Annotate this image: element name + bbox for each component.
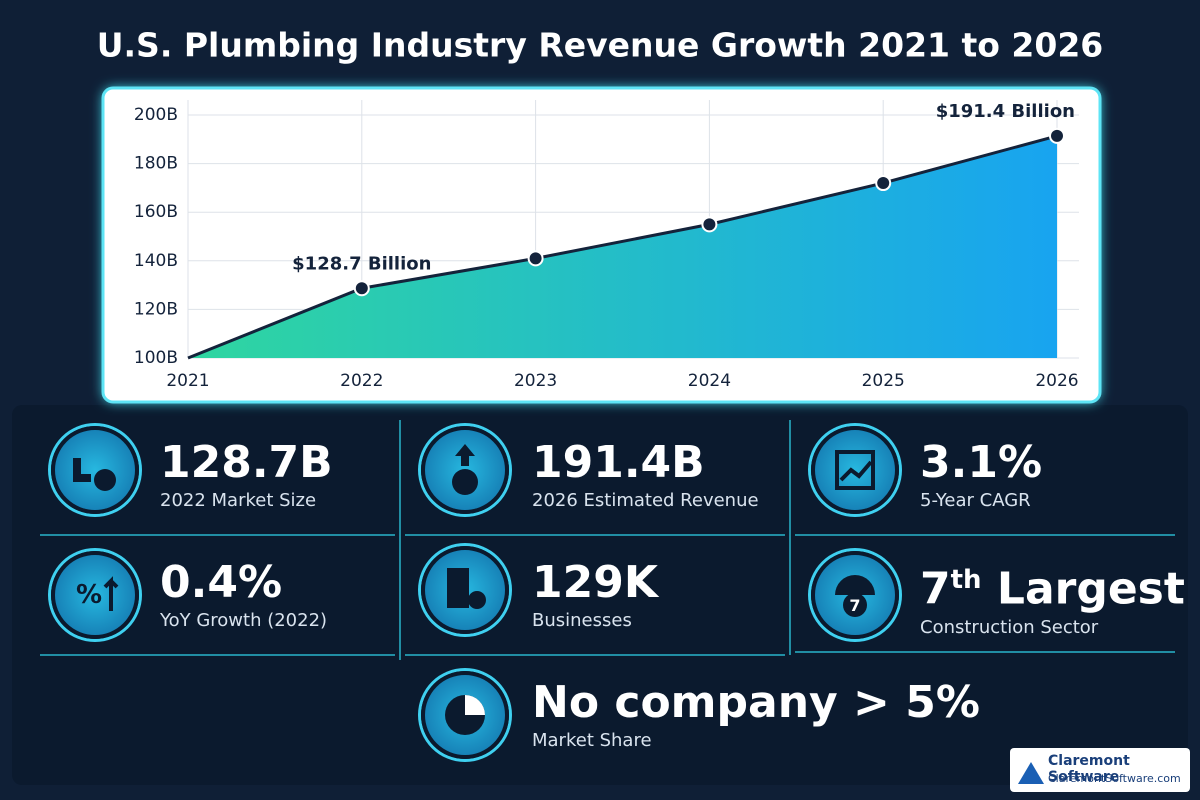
brand-url: ClaremontSoftware.com [1048,772,1181,785]
stat-value: 129K [532,557,658,608]
stat-label: Construction Sector [920,616,1099,638]
stats-panel [12,405,1188,785]
stat-label: Businesses [532,610,632,631]
value-label: $191.4 Billion [936,101,1075,122]
x-tick-label: 2026 [1035,371,1078,391]
value-label: $128.7 Billion [292,253,431,274]
x-tick-label: 2023 [514,371,557,391]
brand-logo [1018,762,1044,784]
plot: 100B 120B 140B 160B 180B 200B 2021 2022 2023 2024… [134,100,1079,391]
icon-pie [421,671,509,759]
stat: 129K Businesses [532,557,658,632]
stat-label: Market Share [532,730,652,751]
branding: Claremont Software ClaremontSoftware.com [1010,748,1190,792]
area [188,135,1057,358]
icon-growth [811,426,899,514]
stat-value-rest: Largest [996,563,1185,615]
y-tick-label: 120B [134,299,178,319]
icon-revenue [421,426,509,514]
stat-value-number: 7 [920,563,951,615]
y-tick-label: 180B [134,154,178,174]
stat: 0.4% YoY Growth (2022) [160,557,328,632]
y-tick-label: 200B [134,105,178,125]
stat-value: 128.7B [160,437,333,488]
y-tick-label: 160B [134,202,178,222]
stat-label: YoY Growth (2022) [160,610,328,631]
svg-text:%: % [76,580,102,610]
stat-value: 0.4% [160,557,283,608]
stat: 191.4B 2026 Estimated Revenue [532,437,759,512]
brand-name: Claremont Software [1048,753,1130,785]
icon-percent: % [51,551,139,639]
y-tick-label: 140B [134,251,178,271]
stat-label: 2026 Estimated Revenue [532,490,759,511]
point [701,216,718,233]
x-tick-label: 2024 [688,371,731,391]
point [875,175,892,192]
x-tick-label: 2022 [340,371,383,391]
stat-value: 7th Largest [920,555,1185,615]
title: U.S. Plumbing Industry Revenue Growth 20… [97,26,1104,65]
stat: 128.7B 2022 Market Size [160,437,333,512]
icon-business [421,546,509,634]
x-tick-label: 2025 [862,371,905,391]
stat: 3.1% 5-Year CAGR [920,437,1043,512]
y-tick-label: 100B [134,348,178,368]
point [527,250,544,267]
stat-label: 5-Year CAGR [920,490,1031,511]
stat: 7th Largest Construction Sector [920,555,1185,638]
icon-text: 7 [849,596,860,615]
icon-pipe [51,426,139,514]
stat-value: 3.1% [920,437,1043,488]
point [353,280,370,297]
icon-helmet: 7 [811,551,899,639]
stat-value-suffix: th [950,565,982,595]
stat-label: 2022 Market Size [160,490,317,511]
stat: No company > 5% Market Share [532,677,980,752]
stat-value: 191.4B [532,437,705,488]
dividers [40,420,1175,660]
point [1049,127,1065,144]
line [187,134,1058,360]
stat-value: No company > 5% [532,677,980,728]
x-tick-label: 2021 [166,371,209,391]
